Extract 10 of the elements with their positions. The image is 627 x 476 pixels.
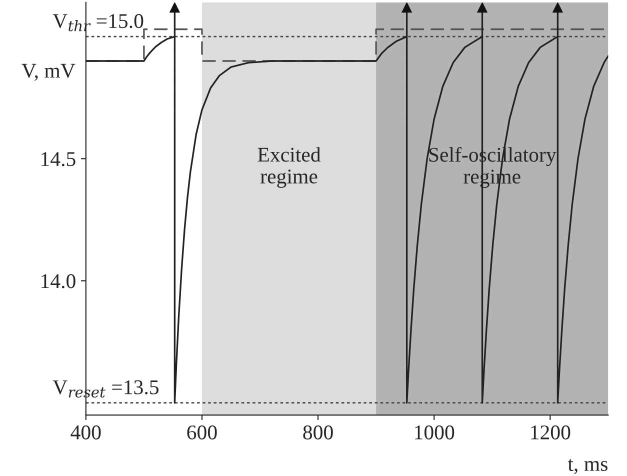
x-tick-label: 400 (70, 425, 101, 440)
x-tick-label: 800 (303, 425, 333, 440)
y-axis-title: V, mV (22, 64, 76, 81)
x-axis-title: t, ms (568, 459, 608, 474)
band-label: Excited regime (258, 147, 321, 188)
y-tick-label: 14.0 (42, 274, 76, 288)
x-tick-label: 1200 (531, 425, 570, 440)
x-tick-label: 1000 (415, 425, 454, 440)
y-tick-label: 14.5 (42, 152, 76, 166)
x-tick-label: 600 (187, 425, 217, 440)
